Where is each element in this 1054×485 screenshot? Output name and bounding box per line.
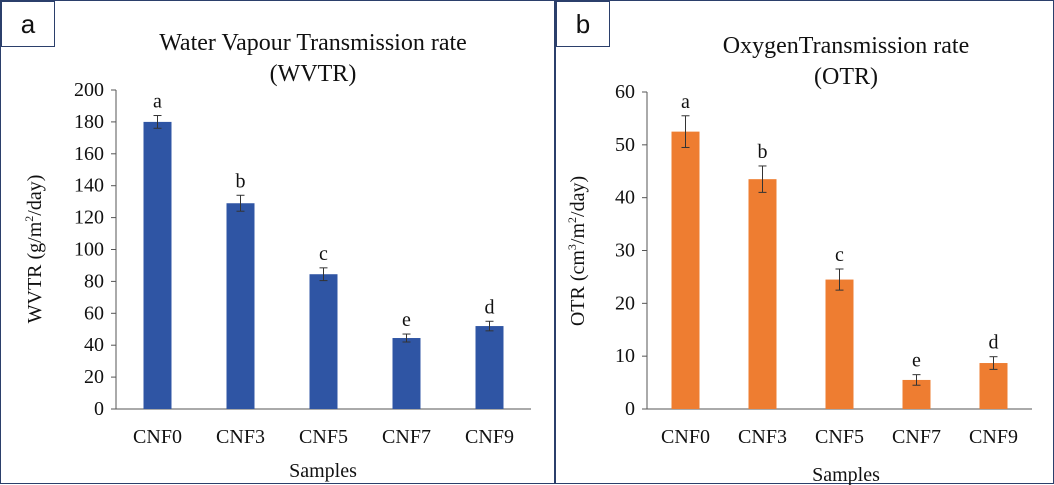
x-tick-label: CNF5 (815, 426, 864, 448)
bar (475, 326, 504, 409)
bar (392, 338, 421, 409)
bar (226, 203, 255, 409)
x-tick-label: CNF3 (738, 426, 787, 448)
bar (309, 274, 338, 409)
significance-label: e (402, 309, 411, 331)
chart-title-line1: OxygenTransmission rate (723, 33, 969, 59)
y-tick-label: 80 (84, 270, 104, 292)
panel-label-b: b (556, 1, 610, 47)
y-tick-label: 100 (74, 239, 104, 261)
chart-panel-a: a Water Vapour Transmission rate (WVTR) … (0, 0, 555, 484)
y-tick-label: 50 (615, 134, 635, 156)
x-tick-label: CNF0 (661, 426, 710, 448)
wvtr-chart: Water Vapour Transmission rate (WVTR) WV… (22, 30, 531, 482)
y-tick-label: 20 (615, 292, 635, 314)
significance-label: a (681, 91, 690, 113)
y-tick-label: 120 (74, 207, 104, 229)
x-axis-label: Samples (812, 464, 880, 485)
y-tick-label: 200 (74, 79, 104, 101)
significance-label: b (236, 170, 246, 192)
y-tick-label: 140 (74, 175, 104, 197)
y-tick-label: 180 (74, 111, 104, 133)
bar (671, 131, 700, 409)
otr-chart: OxygenTransmission rate (OTR) OTR (cm3/m… (565, 33, 1032, 485)
bar (825, 279, 854, 409)
significance-label: b (758, 141, 768, 163)
x-tick-label: CNF9 (465, 426, 514, 448)
significance-label: e (912, 350, 921, 372)
significance-label: d (485, 296, 495, 318)
y-axis-label: OTR (cm3/m2/day) (565, 176, 589, 326)
significance-label: c (319, 243, 328, 265)
panel-label-a: a (1, 1, 55, 47)
y-tick-label: 60 (615, 81, 635, 103)
y-tick-label: 0 (94, 398, 104, 420)
bar (748, 179, 777, 409)
y-axis-label: WVTR (g/m2/day) (22, 175, 46, 324)
y-tick-label: 30 (615, 240, 635, 262)
x-tick-label: CNF5 (299, 426, 348, 448)
significance-label: a (153, 91, 162, 113)
y-tick-label: 60 (84, 302, 104, 324)
chart-title-line2: (WVTR) (270, 61, 357, 87)
y-tick-label: 20 (84, 366, 104, 388)
y-tick-label: 40 (615, 187, 635, 209)
significance-label: d (989, 332, 999, 354)
chart-title-line1: Water Vapour Transmission rate (159, 30, 467, 56)
y-tick-label: 10 (615, 345, 635, 367)
y-tick-label: 160 (74, 143, 104, 165)
x-tick-label: CNF7 (382, 426, 431, 448)
x-tick-label: CNF0 (133, 426, 182, 448)
y-tick-label: 40 (84, 334, 104, 356)
x-tick-label: CNF3 (216, 426, 265, 448)
chart-title-line2: (OTR) (814, 64, 878, 90)
y-tick-label: 0 (625, 398, 635, 420)
chart-panel-b: b OxygenTransmission rate (OTR) OTR (cm3… (555, 0, 1054, 485)
x-tick-label: CNF7 (892, 426, 941, 448)
x-axis-label: Samples (289, 460, 357, 482)
significance-label: c (835, 244, 844, 266)
x-tick-label: CNF9 (969, 426, 1018, 448)
bar (143, 121, 172, 410)
bar (979, 363, 1008, 409)
